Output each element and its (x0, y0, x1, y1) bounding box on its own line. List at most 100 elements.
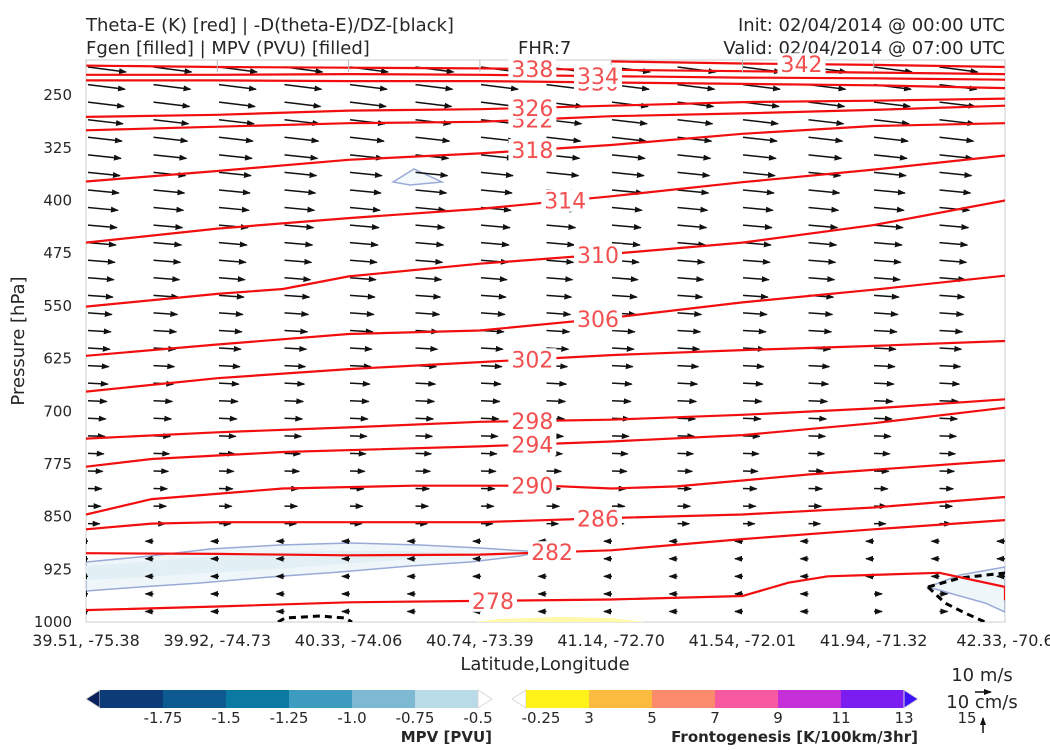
wind-vector (415, 258, 444, 265)
contour-label-bg (508, 433, 557, 456)
wind-vector (611, 276, 639, 283)
wind-scale-vertical: 10 cm/s (946, 692, 1018, 713)
theta-e-contour (86, 274, 1005, 357)
wind-vector (480, 311, 506, 317)
wind-vector (1004, 260, 1005, 261)
wind-vector (349, 171, 383, 178)
wind-vector (415, 224, 446, 231)
wind-vector (611, 433, 630, 440)
wind-vector (939, 328, 964, 335)
wind-vector (87, 241, 117, 248)
wind-vector (349, 83, 388, 92)
wind-vector (218, 101, 256, 109)
wind-vector (480, 398, 501, 405)
wind-vector (480, 241, 510, 248)
wind-vector (873, 311, 899, 317)
wind-vector (415, 241, 445, 248)
wind-vector (218, 415, 238, 422)
wind-vector (546, 276, 574, 283)
wind-vector (742, 118, 779, 126)
mpv-colorbar: -1.75 -1.5 -1.25 -1.0 -0.75 -0.5 -0.25 (85, 689, 560, 727)
contour-label: 306 (577, 308, 619, 333)
wind-vector (939, 398, 960, 405)
colorbar-segment (778, 690, 842, 708)
wind-vector (218, 83, 257, 92)
wind-vector (546, 241, 576, 248)
wind-vector (153, 293, 180, 300)
wind-vector (873, 189, 906, 196)
fhr-label: FHR:7 (518, 38, 571, 59)
wind-vector (153, 311, 179, 317)
y-tick-label: 475 (43, 244, 72, 262)
x-tick-label: 41.54, -72.01 (689, 631, 797, 650)
wind-scale-horizontal: 10 m/s (951, 665, 1013, 686)
wind-vector (808, 398, 829, 405)
wind-vector (153, 258, 182, 265)
wind-vector (284, 380, 306, 387)
wind-vector (218, 136, 254, 144)
wind-vector (284, 171, 318, 178)
wind-vector (677, 415, 697, 422)
wind-vector (415, 398, 436, 405)
wind-vector (284, 241, 314, 248)
wind-vector (939, 241, 969, 248)
wind-vector (284, 398, 305, 405)
wind-vector (546, 171, 580, 178)
init-label: Init: 02/04/2014 @ 00:00 UTC (738, 15, 1005, 36)
wind-vector (284, 154, 319, 161)
wind-vector (1004, 295, 1005, 297)
colorbar-tick-label: -1.5 (211, 709, 240, 727)
wind-vector (1004, 84, 1005, 86)
wind-vector (939, 224, 970, 231)
colorbar-tick-label: -1.0 (337, 709, 366, 727)
y-axis-label: Pressure [hPa] (8, 276, 29, 405)
wind-vector (284, 311, 310, 317)
wind-vector (611, 154, 646, 161)
wind-vector (415, 136, 451, 144)
contour-label-bg (508, 57, 557, 80)
colorbar-segment (100, 690, 164, 708)
wind-vector (677, 380, 699, 387)
wind-vector (480, 380, 502, 387)
wind-vector (939, 154, 974, 161)
colorbar-segment (903, 689, 919, 709)
wind-vector (87, 154, 122, 161)
contour-label: 302 (511, 348, 553, 373)
wind-vector (611, 345, 635, 352)
wind-vector (153, 66, 193, 75)
contour-label-bg (508, 409, 557, 432)
wind-vector (939, 380, 961, 387)
wind-vector (415, 276, 443, 283)
contour-label-bg (508, 139, 557, 162)
wind-vector (808, 206, 840, 213)
colorbar-tick-label: -1.25 (270, 709, 309, 727)
wind-vector (677, 433, 696, 440)
colorbar-segment (85, 689, 101, 709)
y-tick-label: 625 (43, 350, 72, 368)
wind-vector (611, 136, 647, 144)
wind-vector (546, 258, 575, 265)
wind-vector (87, 101, 125, 109)
contour-label: 278 (472, 590, 514, 615)
title-line1: Theta-E (K) [red] | -D(theta-E)/DZ-[blac… (85, 15, 454, 36)
contour-label-bg (574, 507, 623, 530)
wind-vector (677, 241, 707, 248)
wind-vector (808, 433, 827, 440)
wind-vector (284, 276, 312, 283)
wind-vector (218, 363, 241, 370)
wind-vector (218, 328, 243, 335)
wind-vector (480, 345, 504, 352)
colorbar-segment (226, 690, 290, 708)
fgen-colorbar: 3 5 7 9 11 13 15 (511, 689, 977, 727)
wind-vector (939, 136, 975, 144)
wind-vector (873, 154, 908, 161)
wind-vector (1004, 330, 1005, 332)
wind-vector (611, 224, 642, 231)
wind-vector (349, 224, 380, 231)
wind-vector (1004, 67, 1005, 68)
wind-vector (742, 293, 769, 300)
wind-vector (349, 311, 375, 317)
wind-vector (349, 101, 387, 109)
fgen-colorbar-label: Frontogenesis [K/100km/3hr] (671, 728, 918, 746)
